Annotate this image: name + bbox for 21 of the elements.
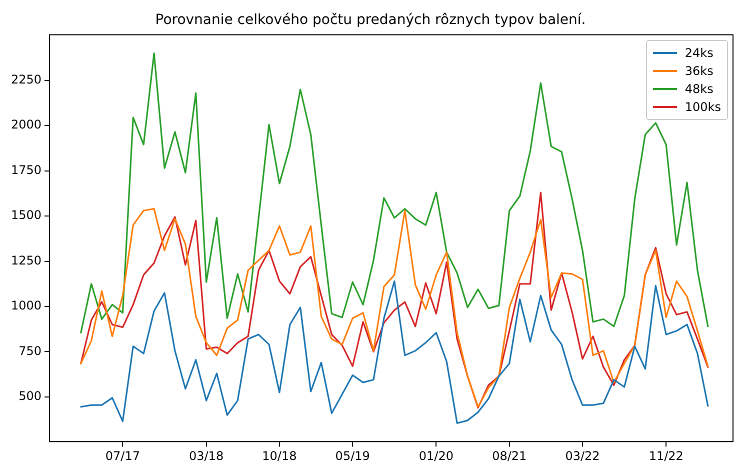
y-tick-label: 750 bbox=[18, 344, 42, 358]
y-tick-label: 1250 bbox=[10, 253, 42, 268]
legend-label: 24ks bbox=[684, 46, 714, 60]
y-tick-label: 1500 bbox=[10, 208, 42, 222]
x-tick-label: 03/22 bbox=[565, 448, 600, 463]
y-tick-label: 2000 bbox=[10, 118, 42, 132]
y-tick-label: 1750 bbox=[10, 162, 42, 177]
y-tick-label: 500 bbox=[18, 389, 42, 404]
legend-label: 48ks bbox=[684, 82, 714, 96]
legend-label: 100ks bbox=[684, 100, 721, 114]
y-tick-label: 1000 bbox=[10, 298, 42, 313]
x-tick-label: 07/17 bbox=[105, 448, 140, 463]
x-tick-label: 03/18 bbox=[189, 448, 224, 463]
x-tick-label: 11/22 bbox=[648, 448, 684, 463]
x-tick-label: 10/18 bbox=[262, 448, 297, 463]
chart-title: Porovnanie celkového počtu predaných rôznych typov balení. bbox=[155, 12, 586, 28]
x-tick-label: 01/20 bbox=[418, 448, 454, 463]
x-tick-label: 05/19 bbox=[335, 448, 370, 463]
x-tick-label: 08/21 bbox=[492, 448, 527, 463]
legend-label: 36ks bbox=[684, 64, 714, 78]
y-tick-label: 2250 bbox=[10, 72, 42, 87]
